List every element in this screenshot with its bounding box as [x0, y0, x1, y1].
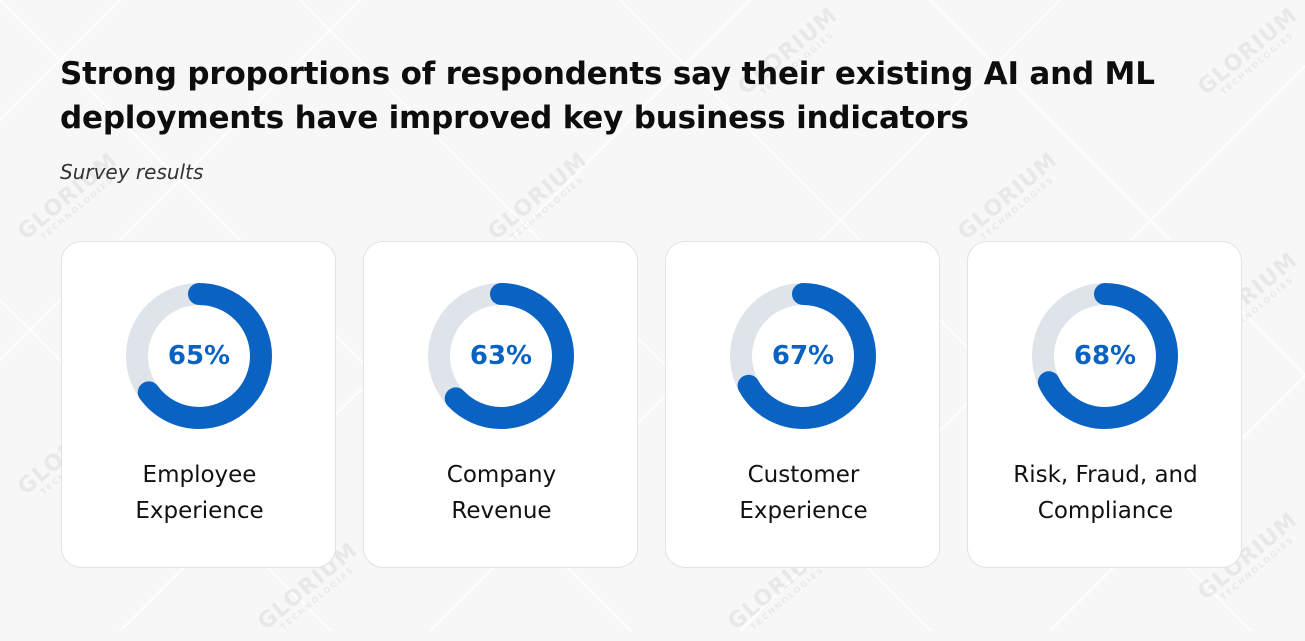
page-subtitle: Survey results: [60, 160, 204, 184]
metric-label: Employee Experience: [135, 462, 264, 524]
donut-ring-icon: [428, 283, 574, 429]
donut-progress-chart: [126, 283, 272, 429]
percentage-value: 65%: [167, 341, 231, 371]
metric-card: 65% Employee Experience: [61, 241, 336, 568]
percentage-value: 63%: [469, 341, 533, 371]
donut-progress-arc: [730, 283, 876, 429]
donut-progress-arc: [126, 283, 272, 429]
donut-progress-arc: [428, 283, 574, 429]
percentage-value: 68%: [1073, 341, 1137, 371]
donut-ring-icon: [126, 283, 272, 429]
metric-label: Company Revenue: [446, 462, 557, 524]
percentage-value: 67%: [771, 341, 835, 371]
metric-card: 63% Company Revenue: [363, 241, 638, 568]
donut-progress-chart: [730, 283, 876, 429]
donut-progress-chart: [428, 283, 574, 429]
metric-card: 67% Customer Experience: [665, 241, 940, 568]
metric-label: Customer Experience: [739, 462, 868, 524]
metric-label: Risk, Fraud, and Compliance: [1013, 462, 1198, 524]
donut-progress-arc: [1032, 283, 1178, 429]
donut-ring-icon: [1032, 283, 1178, 429]
donut-progress-chart: [1032, 283, 1178, 429]
metric-card: 68% Risk, Fraud, and Compliance: [967, 241, 1242, 568]
page-title: Strong proportions of respondents say th…: [60, 56, 1155, 136]
donut-ring-icon: [730, 283, 876, 429]
